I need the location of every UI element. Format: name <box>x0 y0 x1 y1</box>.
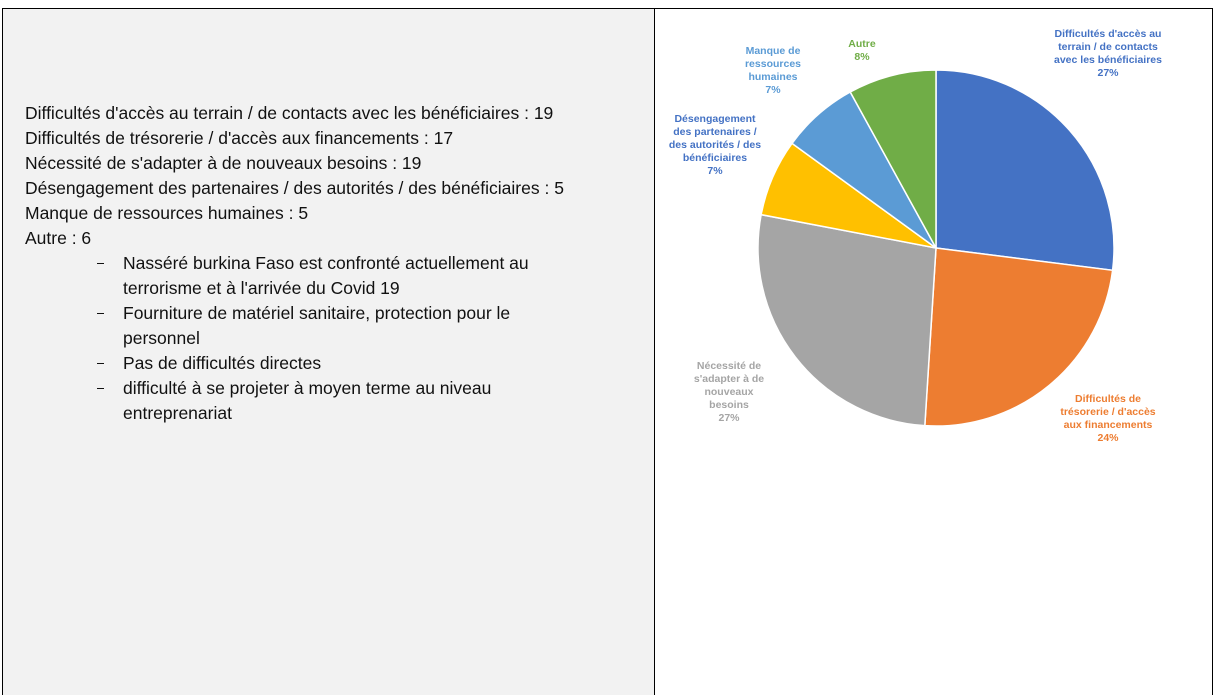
slice-value: 8% <box>854 51 870 63</box>
bullet-item: difficulté à se projeter à moyen terme a… <box>25 376 553 426</box>
bullet-text: Nasséré burkina Faso est confronté actue… <box>123 253 529 298</box>
bullet-dash <box>97 263 104 264</box>
slice-name: Autre <box>848 38 876 50</box>
text-cell <box>2 8 655 695</box>
text-block: Difficultés d'accès au terrain / de cont… <box>25 101 595 426</box>
slice-label: Autre 8% <box>837 38 887 64</box>
slice-name: Désengagement des partenaires / des auto… <box>668 113 762 164</box>
bullet-text: Pas de difficultés directes <box>123 353 322 373</box>
text-line: Difficultés de trésorerie / d'accès aux … <box>25 128 454 148</box>
slice-value: 27% <box>1097 67 1119 79</box>
text-line: Nécessité de s'adapter à de nouveaux bes… <box>25 153 422 173</box>
slice-value: 7% <box>765 84 781 96</box>
slice-value: 24% <box>1097 432 1119 444</box>
text-line: Manque de ressources humaines : 5 <box>25 203 309 223</box>
pie-slice <box>849 69 937 249</box>
bullet-dash <box>97 388 104 389</box>
slice-label: Difficultés de trésorerie / d'accès aux … <box>1058 393 1158 445</box>
slice-value: 7% <box>707 165 723 177</box>
slice-label: Difficultés d'accès au terrain / de cont… <box>1053 28 1163 80</box>
bullet-item: Nasséré burkina Faso est confronté actue… <box>25 251 553 301</box>
slice-label: Désengagement des partenaires / des auto… <box>668 113 763 178</box>
slice-name: Difficultés de trésorerie / d'accès aux … <box>1060 393 1156 431</box>
pie-slice <box>757 213 937 427</box>
slice-name: Difficultés d'accès au terrain / de cont… <box>1054 28 1162 66</box>
text-line: Désengagement des partenaires / des auto… <box>25 178 564 198</box>
slice-name: Manque de ressources humaines <box>744 45 802 83</box>
text-line: Difficultés d'accès au terrain / de cont… <box>25 103 554 123</box>
bullet-dash <box>97 363 104 364</box>
bullet-text: Fourniture de matériel sanitaire, protec… <box>123 303 511 348</box>
slice-name: Nécessité de s'adapter à de nouveaux bes… <box>693 360 765 411</box>
pie-slice <box>924 247 1114 427</box>
slice-label: Manque de ressources humaines 7% <box>733 45 813 97</box>
slice-value: 27% <box>718 412 740 424</box>
bullet-dash <box>97 313 104 314</box>
bullet-text: difficulté à se projeter à moyen terme a… <box>123 378 492 423</box>
chart-cell <box>654 8 1213 695</box>
pie-slice <box>935 69 1115 272</box>
slice-label: Nécessité de s'adapter à de nouveaux bes… <box>684 360 774 425</box>
bullet-item: Pas de difficultés directes <box>25 351 553 376</box>
text-line: Autre : 6 <box>25 228 92 248</box>
bullet-item: Fourniture de matériel sanitaire, protec… <box>25 301 553 351</box>
